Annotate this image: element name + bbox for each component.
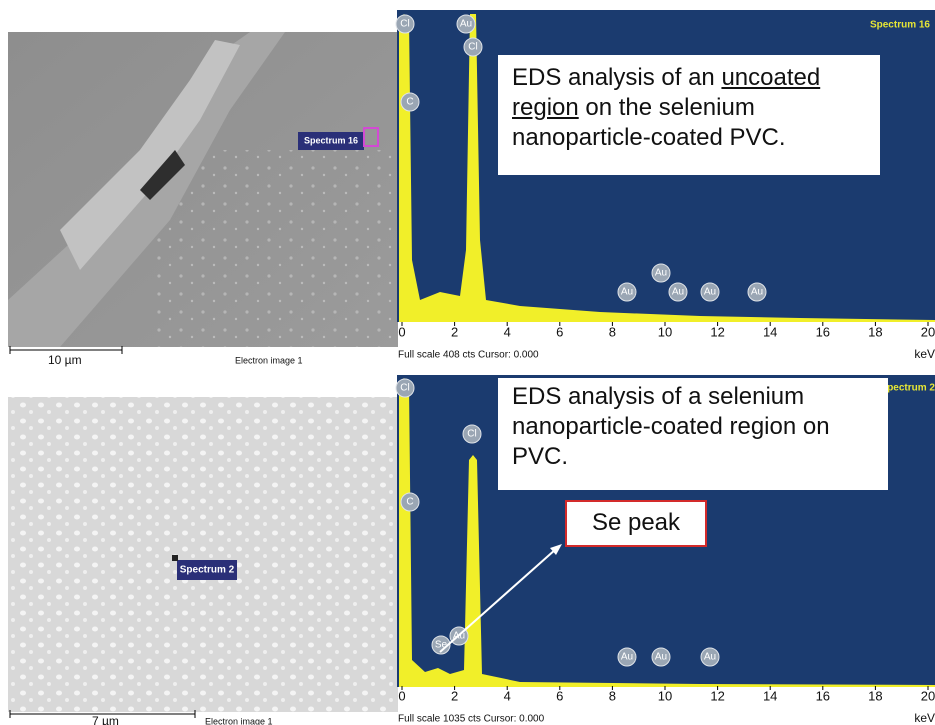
x-tick-label: 14: [763, 688, 777, 703]
sem-image: Spectrum 16: [8, 32, 398, 354]
annotation-text: EDS analysis of a selenium nanoparticle-…: [512, 383, 830, 470]
spectrum-title: Spectrum 2: [881, 383, 935, 394]
spectrum-footer: Full scale 1035 cts Cursor: 0.000: [398, 714, 545, 725]
scale-bar-label: 10 µm: [48, 353, 82, 367]
annotation: EDS analysis of an uncoated region on th…: [498, 55, 880, 175]
unit-label: keV: [914, 711, 935, 725]
x-tick-label: 20: [921, 688, 935, 703]
image-caption: Electron image 1: [205, 716, 273, 725]
peak-label: Cl: [400, 383, 409, 394]
peak-label: Au: [460, 19, 472, 30]
x-tick-label: 20: [921, 324, 935, 339]
x-tick-label: 12: [710, 688, 724, 703]
x-tick-label: 18: [868, 324, 882, 339]
peak-label: C: [406, 497, 413, 508]
x-tick-label: 6: [556, 688, 563, 703]
peak-label: C: [406, 97, 413, 108]
spectrum-footer: Full scale 408 cts Cursor: 0.000: [398, 350, 539, 361]
x-tick-label: 4: [504, 688, 511, 703]
x-tick-label: 10: [658, 688, 672, 703]
annotation-text: EDS analysis of an: [512, 64, 721, 91]
x-tick-label: 18: [868, 688, 882, 703]
peak-label: Au: [672, 287, 684, 298]
spectrum-title: Spectrum 16: [870, 20, 930, 31]
callout-text: Se peak: [592, 509, 680, 536]
peak-label: Se: [435, 640, 448, 651]
x-tick-label: 2: [451, 688, 458, 703]
peak-label: Au: [655, 268, 667, 279]
x-tick-label: 0: [398, 324, 405, 339]
x-tick-label: 0: [398, 688, 405, 703]
sem-image: Spectrum 2: [8, 397, 398, 718]
figure: Spectrum 16 10 µm Electron image 1 Spect…: [0, 0, 935, 725]
peak-label: Au: [751, 287, 763, 298]
annotation: EDS analysis of a selenium nanoparticle-…: [498, 378, 888, 490]
x-tick-label: 16: [816, 324, 830, 339]
x-tick-label: 8: [609, 324, 616, 339]
callout: Se peak: [565, 500, 707, 547]
x-tick-label: 12: [710, 324, 724, 339]
peak-label: Au: [655, 652, 667, 663]
spectrum-label: Spectrum 2: [180, 565, 235, 576]
spectrum-label: Spectrum 16: [304, 135, 358, 145]
peak-label: Au: [621, 287, 633, 298]
peak-label: Cl: [468, 42, 477, 53]
x-tick-label: 6: [556, 324, 563, 339]
x-tick-label: 8: [609, 688, 616, 703]
peak-label: Au: [621, 652, 633, 663]
x-tick-label: 2: [451, 324, 458, 339]
peak-label: Au: [704, 287, 716, 298]
scale-bar-label: 7 µm: [92, 714, 119, 725]
peak-label: Cl: [400, 19, 409, 30]
x-tick-label: 10: [658, 324, 672, 339]
x-tick-label: 16: [816, 688, 830, 703]
image-caption: Electron image 1: [235, 355, 303, 365]
unit-label: keV: [914, 347, 935, 361]
peak-label: Cl: [467, 429, 476, 440]
x-tick-label: 14: [763, 324, 777, 339]
x-tick-label: 4: [504, 324, 511, 339]
peak-label: Au: [704, 652, 716, 663]
